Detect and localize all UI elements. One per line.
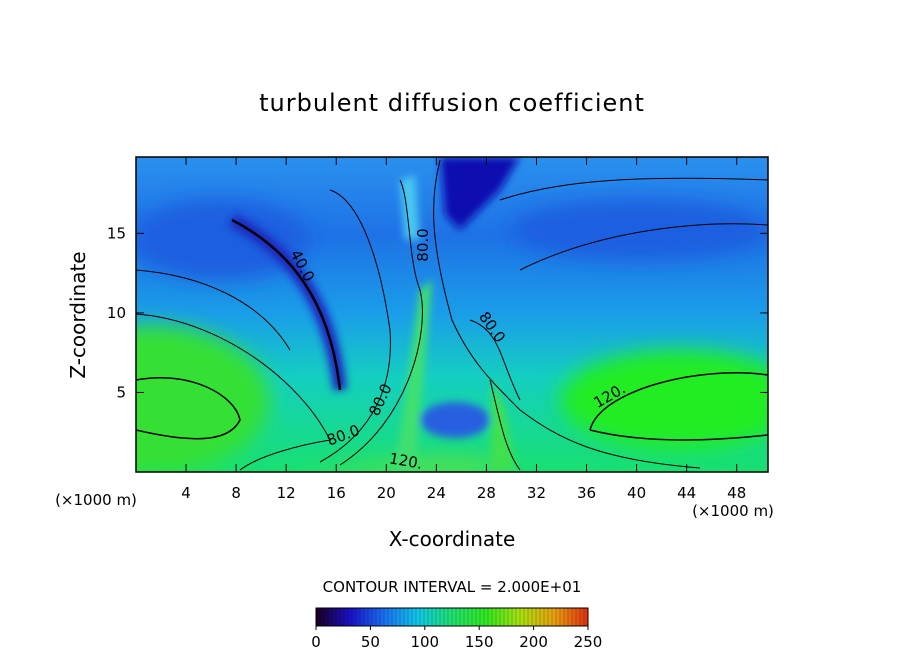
x-unit-label: (×1000 m): [692, 502, 774, 520]
x-tick-label: 16: [327, 484, 346, 502]
chart-title: turbulent diffusion coefficient: [259, 89, 645, 117]
x-tick-label: 24: [427, 484, 446, 502]
contour-label: 80.0: [414, 228, 432, 261]
colorbar-tick-label: 200: [519, 633, 548, 651]
x-tick-label: 32: [527, 484, 546, 502]
x-axis-label: X-coordinate: [389, 527, 516, 551]
colorbar-tick-label: 100: [410, 633, 439, 651]
y-unit-label: (×1000 m): [55, 491, 137, 509]
colorbar-tick-label: 150: [465, 633, 494, 651]
x-tick-label: 20: [377, 484, 396, 502]
contour-interval: CONTOUR INTERVAL = 2.000E+01: [323, 578, 582, 596]
x-tick-label: 40: [627, 484, 646, 502]
x-tick-label: 48: [727, 484, 746, 502]
plot-frame: [135, 156, 769, 473]
x-tick-label: 36: [577, 484, 596, 502]
colorbar-tick-label: 250: [574, 633, 603, 651]
colorbar: [315, 607, 589, 627]
y-axis-label: Z-coordinate: [66, 251, 90, 378]
y-tick-label: 15: [107, 224, 126, 242]
colorbar-tick-label: 50: [361, 633, 380, 651]
x-tick-label: 4: [181, 484, 191, 502]
x-tick-label: 12: [277, 484, 296, 502]
x-tick-label: 8: [231, 484, 241, 502]
x-tick-label: 44: [677, 484, 696, 502]
colorbar-tick-label: 0: [311, 633, 321, 651]
y-tick-label: 10: [107, 304, 126, 322]
y-tick-label: 5: [116, 383, 126, 401]
contour-field: [136, 157, 768, 472]
x-tick-label: 28: [477, 484, 496, 502]
contour-label: 120.: [388, 449, 424, 473]
